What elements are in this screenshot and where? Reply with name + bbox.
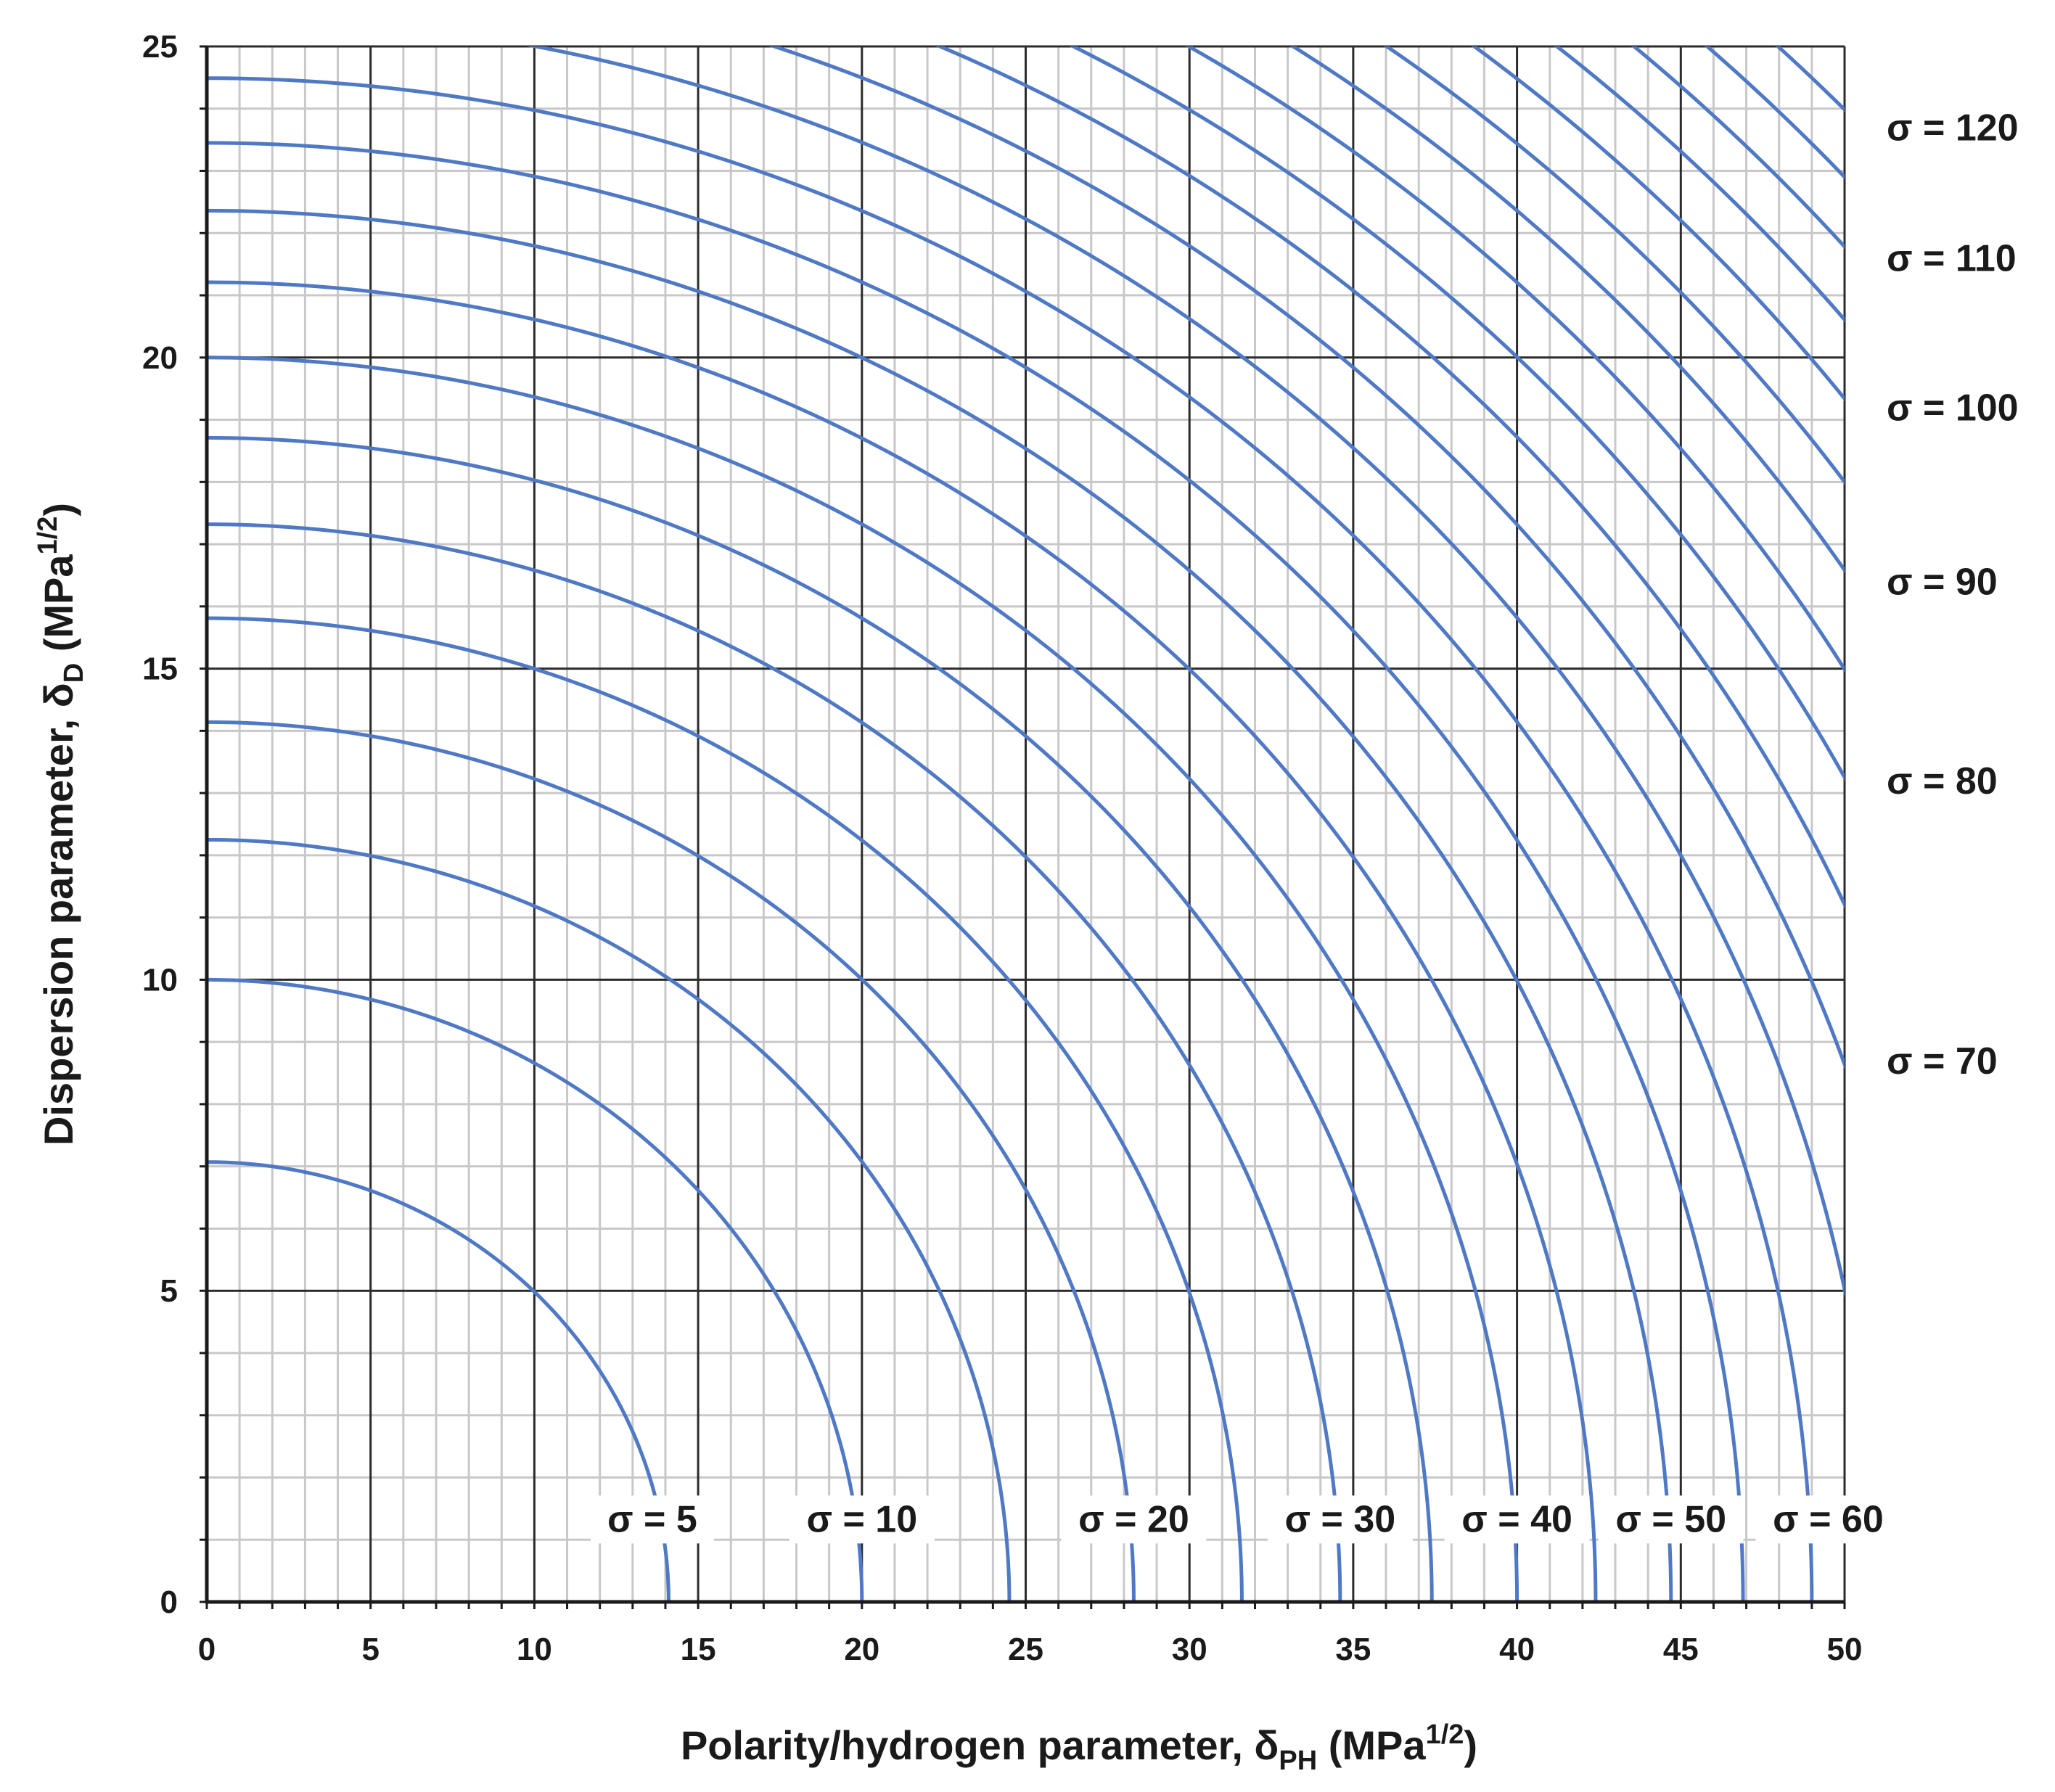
sigma-curves xyxy=(207,46,1845,1602)
y-tick-label: 10 xyxy=(142,962,178,998)
sigma-curve-40 xyxy=(207,355,1519,1602)
sigma-curve-110 xyxy=(1631,46,1845,250)
x-tick-label: 10 xyxy=(517,1632,552,1667)
axes xyxy=(200,45,1846,1609)
sigma-curve-75 xyxy=(935,46,1845,909)
sigma-curve-115 xyxy=(1704,46,1845,180)
curve-label-bg xyxy=(1598,1495,1744,1544)
sigma-curve-95 xyxy=(1383,46,1845,485)
sigma-curve-105 xyxy=(1554,46,1845,323)
curve-label-bg xyxy=(1061,1495,1207,1544)
curve-label-bottom: σ = 10 xyxy=(806,1498,917,1540)
x-tick-label: 0 xyxy=(198,1632,216,1667)
x-tick-label: 35 xyxy=(1335,1632,1371,1667)
x-tick-label: 40 xyxy=(1499,1632,1535,1667)
sigma-curve-70 xyxy=(768,46,1845,1070)
sigma-curve-25 xyxy=(207,616,1244,1602)
sigma-curve-120 xyxy=(1775,46,1845,112)
curve-label-right: σ = 90 xyxy=(1887,562,1998,604)
curve-label-right: σ = 70 xyxy=(1887,1040,1998,1082)
sigma-curve-30 xyxy=(207,522,1342,1602)
curve-labels-right: σ = 120 σ = 110 σ = 100 σ = 90 σ = 80 σ = 70 xyxy=(1887,107,2019,1082)
sigma-curve-45 xyxy=(207,280,1598,1602)
curve-label-bottom: σ = 20 xyxy=(1078,1498,1189,1540)
curve-label-right: σ = 110 xyxy=(1887,238,2017,280)
sigma-curve-15 xyxy=(207,837,1012,1602)
sigma-curve-65 xyxy=(526,46,1845,1299)
curve-label-bg xyxy=(789,1495,935,1544)
curve-label-bg xyxy=(1444,1495,1590,1544)
y-axis-title: Dispersion parameter, δD (MPa1/2) xyxy=(33,503,89,1146)
sigma-curve-20 xyxy=(207,720,1136,1602)
sigma-curve-90 xyxy=(1289,46,1845,574)
sigma-curve-5 xyxy=(207,1160,670,1602)
x-tick-label: 5 xyxy=(361,1632,379,1667)
sigma-curve-10 xyxy=(207,977,864,1602)
y-tick-label: 20 xyxy=(142,340,178,376)
curve-label-bottom: σ = 60 xyxy=(1773,1498,1884,1540)
curve-label-right: σ = 80 xyxy=(1887,760,1998,802)
x-axis-title: Polarity/hydrogen parameter, δPH (MPa1/2… xyxy=(681,1719,1477,1776)
curve-label-bottom: σ = 50 xyxy=(1615,1498,1726,1540)
sigma-curve-80 xyxy=(1069,46,1845,781)
sigma-curve-85 xyxy=(1185,46,1845,673)
sigma-curve-100 xyxy=(1471,46,1845,402)
x-tick-label: 15 xyxy=(681,1632,716,1667)
x-tick-labels: 0 5 10 15 20 25 30 35 40 45 50 xyxy=(198,1632,1863,1667)
curve-label-right: σ = 100 xyxy=(1887,387,2019,429)
y-tick-label: 5 xyxy=(160,1273,178,1309)
y-tick-label: 15 xyxy=(142,652,178,687)
curve-label-bg xyxy=(1267,1495,1413,1544)
curve-label-bg xyxy=(1755,1495,1901,1544)
curve-label-bg xyxy=(590,1495,714,1544)
curve-label-bottom: σ = 5 xyxy=(607,1498,697,1540)
x-tick-label: 20 xyxy=(844,1632,879,1667)
y-tick-label: 0 xyxy=(160,1585,178,1620)
x-tick-label: 30 xyxy=(1172,1632,1207,1667)
curve-label-bottom: σ = 40 xyxy=(1461,1498,1572,1540)
y-tick-labels: 0 5 10 15 20 25 xyxy=(142,29,178,1620)
x-tick-label: 45 xyxy=(1663,1632,1699,1667)
sigma-curve-55 xyxy=(207,141,1745,1602)
sigma-curve-50 xyxy=(207,208,1673,1602)
curve-labels-bottom: σ = 5 σ = 10 σ = 20 σ = 30 σ = 40 σ = 50 σ = 6… xyxy=(590,1495,1901,1544)
curve-label-right: σ = 120 xyxy=(1887,107,2019,149)
x-tick-label: 50 xyxy=(1827,1632,1863,1667)
x-tick-label: 25 xyxy=(1008,1632,1043,1667)
curve-label-bottom: σ = 30 xyxy=(1285,1498,1396,1540)
sigma-curve-35 xyxy=(207,435,1434,1602)
y-tick-label: 25 xyxy=(142,29,178,65)
sigma-curve-60 xyxy=(207,76,1814,1602)
